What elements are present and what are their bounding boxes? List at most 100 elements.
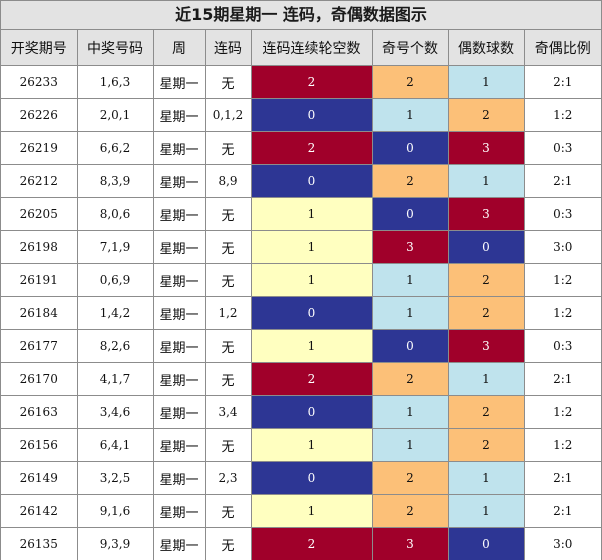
header-week: 周: [152, 30, 206, 66]
ratio-cell: 1:2: [523, 263, 601, 297]
table-row: 26156 6,4,1 星期一无 1 1 2 1:2: [1, 428, 601, 462]
gap-cell: 2: [250, 131, 373, 165]
issue-cell: 26205: [1, 197, 78, 231]
ratio-cell: 0:3: [523, 131, 601, 165]
gap-cell: 0: [250, 98, 373, 132]
odd-count-cell: 2: [371, 65, 449, 99]
table-row: 26163 3,4,6 星期一 3,4 0 1 2 1:2: [1, 395, 601, 429]
gap-cell: 2: [250, 65, 373, 99]
lianma-cell: 无: [204, 494, 252, 528]
issue-cell: 26184: [1, 296, 78, 330]
odd-count-cell: 1: [371, 395, 449, 429]
header-numbers: 中奖号码: [76, 30, 154, 66]
ratio-cell: 0:3: [523, 329, 601, 363]
odd-count-cell: 1: [371, 263, 449, 297]
even-count-cell: 2: [447, 263, 525, 297]
issue-cell: 26156: [1, 428, 78, 462]
week-cell: 星期一: [152, 65, 206, 99]
ratio-cell: 2:1: [523, 461, 601, 495]
table-row: 26219 6,6,2 星期一无 2 0 3 0:3: [1, 131, 601, 165]
lianma-cell: 无: [204, 263, 252, 297]
numbers-cell: 0,6,9: [76, 263, 154, 297]
even-count-cell: 3: [447, 197, 525, 231]
table-row: 26226 2,0,1 星期一 0,1,2 0 1 2 1:2: [1, 98, 601, 132]
table-row: 26198 7,1,9 星期一无 1 3 0 3:0: [1, 230, 601, 264]
week-cell: 星期一: [152, 428, 206, 462]
even-count-cell: 1: [447, 65, 525, 99]
issue-cell: 26163: [1, 395, 78, 429]
even-count-cell: 2: [447, 98, 525, 132]
panel-title: 近15期星期一 连码，奇偶数据图示: [1, 1, 601, 30]
numbers-cell: 3,2,5: [76, 461, 154, 495]
lianma-cell: 无: [204, 230, 252, 264]
ratio-cell: 1:2: [523, 395, 601, 429]
week-cell: 星期一: [152, 329, 206, 363]
even-count-cell: 1: [447, 461, 525, 495]
odd-count-cell: 0: [371, 197, 449, 231]
numbers-cell: 7,1,9: [76, 230, 154, 264]
gap-cell: 0: [250, 296, 373, 330]
gap-cell: 1: [250, 230, 373, 264]
lianma-cell: 8,9: [204, 164, 252, 198]
week-cell: 星期一: [152, 395, 206, 429]
ratio-cell: 1:2: [523, 428, 601, 462]
week-cell: 星期一: [152, 197, 206, 231]
ratio-cell: 0:3: [523, 197, 601, 231]
week-cell: 星期一: [152, 362, 206, 396]
even-count-cell: 2: [447, 296, 525, 330]
issue-cell: 26142: [1, 494, 78, 528]
issue-cell: 26177: [1, 329, 78, 363]
odd-count-cell: 2: [371, 362, 449, 396]
ratio-cell: 2:1: [523, 494, 601, 528]
lianma-cell: 无: [204, 197, 252, 231]
table-row: 26135 9,3,9 星期一无 2 3 0 3:0: [1, 527, 601, 560]
even-count-cell: 3: [447, 329, 525, 363]
gap-cell: 1: [250, 494, 373, 528]
table-row: 26149 3,2,5 星期一 2,3 0 2 1 2:1: [1, 461, 601, 495]
odd-count-cell: 3: [371, 527, 449, 560]
gap-cell: 1: [250, 329, 373, 363]
ratio-cell: 2:1: [523, 65, 601, 99]
lianma-cell: 无: [204, 329, 252, 363]
header-gap: 连码连续轮空数: [250, 30, 373, 66]
numbers-cell: 2,0,1: [76, 98, 154, 132]
numbers-cell: 8,3,9: [76, 164, 154, 198]
odd-count-cell: 2: [371, 494, 449, 528]
week-cell: 星期一: [152, 527, 206, 560]
numbers-cell: 1,4,2: [76, 296, 154, 330]
table-row: 26170 4,1,7 星期一无 2 2 1 2:1: [1, 362, 601, 396]
lianma-cell: 无: [204, 428, 252, 462]
table-row: 26142 9,1,6 星期一无 1 2 1 2:1: [1, 494, 601, 528]
table-body: 26233 1,6,3 星期一无 2 2 1 2:1 26226 2,0,1 星期一 0,1,2 0 1…: [1, 65, 601, 560]
gap-cell: 1: [250, 263, 373, 297]
ratio-cell: 3:0: [523, 527, 601, 560]
header-odd: 奇号个数: [371, 30, 449, 66]
even-count-cell: 1: [447, 362, 525, 396]
gap-cell: 1: [250, 197, 373, 231]
issue-cell: 26191: [1, 263, 78, 297]
odd-count-cell: 3: [371, 230, 449, 264]
header-even: 偶数球数: [447, 30, 525, 66]
header-ratio: 奇偶比例: [523, 30, 601, 66]
table-row: 26212 8,3,9 星期一 8,9 0 2 1 2:1: [1, 164, 601, 198]
odd-count-cell: 1: [371, 428, 449, 462]
even-count-cell: 3: [447, 131, 525, 165]
odd-count-cell: 1: [371, 296, 449, 330]
odd-count-cell: 0: [371, 329, 449, 363]
odd-count-cell: 2: [371, 164, 449, 198]
gap-cell: 0: [250, 395, 373, 429]
even-count-cell: 1: [447, 164, 525, 198]
gap-cell: 2: [250, 527, 373, 560]
lianma-cell: 0,1,2: [204, 98, 252, 132]
issue-cell: 26198: [1, 230, 78, 264]
week-cell: 星期一: [152, 131, 206, 165]
lianma-cell: 2,3: [204, 461, 252, 495]
header-row: 开奖期号 中奖号码 周 连码 连码连续轮空数 奇号个数 偶数球数 奇偶比例: [1, 30, 601, 66]
ratio-cell: 2:1: [523, 164, 601, 198]
numbers-cell: 6,4,1: [76, 428, 154, 462]
header-issue: 开奖期号: [1, 30, 78, 66]
ratio-cell: 2:1: [523, 362, 601, 396]
week-cell: 星期一: [152, 164, 206, 198]
gap-cell: 0: [250, 461, 373, 495]
